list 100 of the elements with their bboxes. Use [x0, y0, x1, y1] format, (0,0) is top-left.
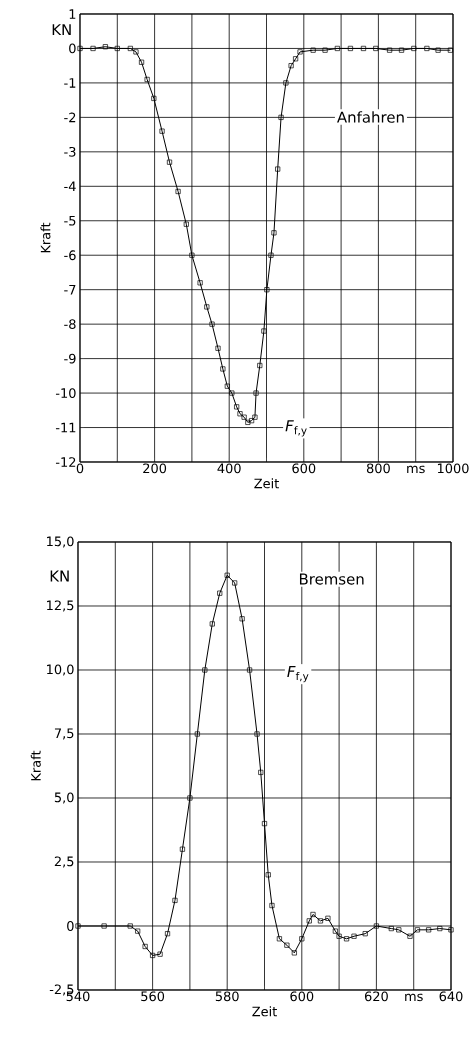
point	[209, 321, 215, 327]
point	[202, 667, 208, 673]
text: KN	[50, 570, 69, 582]
point	[373, 923, 380, 929]
point	[215, 345, 221, 351]
point	[293, 56, 299, 62]
point	[217, 590, 223, 596]
point	[414, 927, 421, 933]
point	[284, 942, 290, 948]
y-tick-label: 0	[67, 921, 74, 931]
point	[283, 80, 289, 86]
point	[322, 47, 328, 53]
point	[187, 795, 193, 801]
point	[447, 47, 454, 53]
y-axis-title: Kraft	[40, 222, 51, 253]
annotation: Anfahren	[337, 111, 404, 123]
x-tick-label: 560	[141, 991, 165, 1002]
y-tick-label: -1	[64, 78, 76, 88]
point	[150, 952, 156, 958]
point	[424, 45, 430, 51]
y-tick-label: -7	[64, 284, 76, 295]
point	[257, 362, 263, 369]
annotation: F$_{f,y}$	[285, 420, 307, 437]
x-tick-label: 800	[367, 463, 390, 474]
y-tick-label: 5,0	[54, 792, 74, 804]
x-tick-label: 1000	[438, 463, 469, 474]
point	[194, 731, 200, 737]
point	[347, 45, 354, 51]
point	[344, 936, 350, 942]
point	[127, 923, 133, 929]
point	[159, 128, 165, 134]
x-tick-label: 580	[215, 991, 239, 1002]
point	[197, 280, 203, 286]
point	[237, 411, 243, 417]
point	[310, 911, 316, 918]
point	[157, 951, 163, 957]
x-axis-title: Zeit	[252, 1006, 278, 1017]
y-tick-label: 12,5	[47, 600, 74, 612]
point	[167, 159, 173, 165]
x-tick-label: 600	[292, 463, 316, 474]
x-axis-title: Zeit	[254, 478, 280, 489]
y-tick-label: -11	[56, 422, 76, 433]
point	[241, 414, 247, 420]
y-tick-label: 2,5	[54, 856, 74, 868]
x-tick-label: ms	[405, 993, 423, 1002]
point	[291, 950, 297, 956]
y-tick-label: 10,0	[47, 664, 74, 676]
point	[114, 45, 120, 51]
point	[399, 47, 405, 53]
point	[332, 928, 339, 934]
point	[249, 418, 255, 424]
point	[234, 404, 240, 410]
x-tick-label: 640	[439, 991, 463, 1002]
y-tick-label: -8	[64, 319, 76, 330]
point	[232, 580, 238, 586]
point	[239, 616, 245, 622]
point	[299, 936, 305, 942]
y-tick-label: -5	[64, 215, 76, 226]
point	[90, 45, 96, 51]
point	[175, 188, 181, 195]
point	[264, 287, 270, 293]
point	[437, 926, 443, 932]
y-tick-label: -3	[64, 146, 76, 157]
point	[252, 414, 258, 420]
point	[435, 47, 441, 53]
point	[336, 933, 342, 939]
y-tick-label: -10	[56, 388, 76, 398]
point	[224, 383, 230, 389]
x-tick-label: 0	[76, 463, 84, 474]
y-tick-label: 1	[69, 9, 76, 19]
point	[224, 572, 230, 578]
point	[142, 943, 148, 950]
y-tick-label: -4	[64, 181, 76, 192]
point	[204, 304, 210, 310]
point	[127, 45, 133, 51]
y-tick-label: 15,0	[47, 536, 74, 548]
point	[229, 390, 235, 396]
point	[310, 47, 316, 53]
point	[407, 933, 413, 939]
point	[144, 76, 150, 83]
point	[102, 44, 108, 50]
point	[276, 936, 283, 942]
x-tick-label: ms	[407, 465, 425, 474]
y-axis-title: Kraft	[30, 750, 41, 781]
point	[265, 872, 271, 878]
point	[245, 419, 251, 425]
point	[189, 252, 195, 258]
y-tick-label: -2	[64, 112, 76, 123]
point	[334, 45, 341, 51]
point	[247, 667, 253, 673]
point	[388, 926, 394, 932]
point	[75, 923, 81, 929]
point	[275, 166, 281, 172]
point	[278, 114, 284, 120]
point	[268, 252, 274, 258]
point	[373, 45, 379, 51]
point	[253, 390, 259, 396]
point	[135, 928, 141, 934]
point	[396, 927, 402, 933]
y-tick-label: -12	[56, 457, 76, 467]
